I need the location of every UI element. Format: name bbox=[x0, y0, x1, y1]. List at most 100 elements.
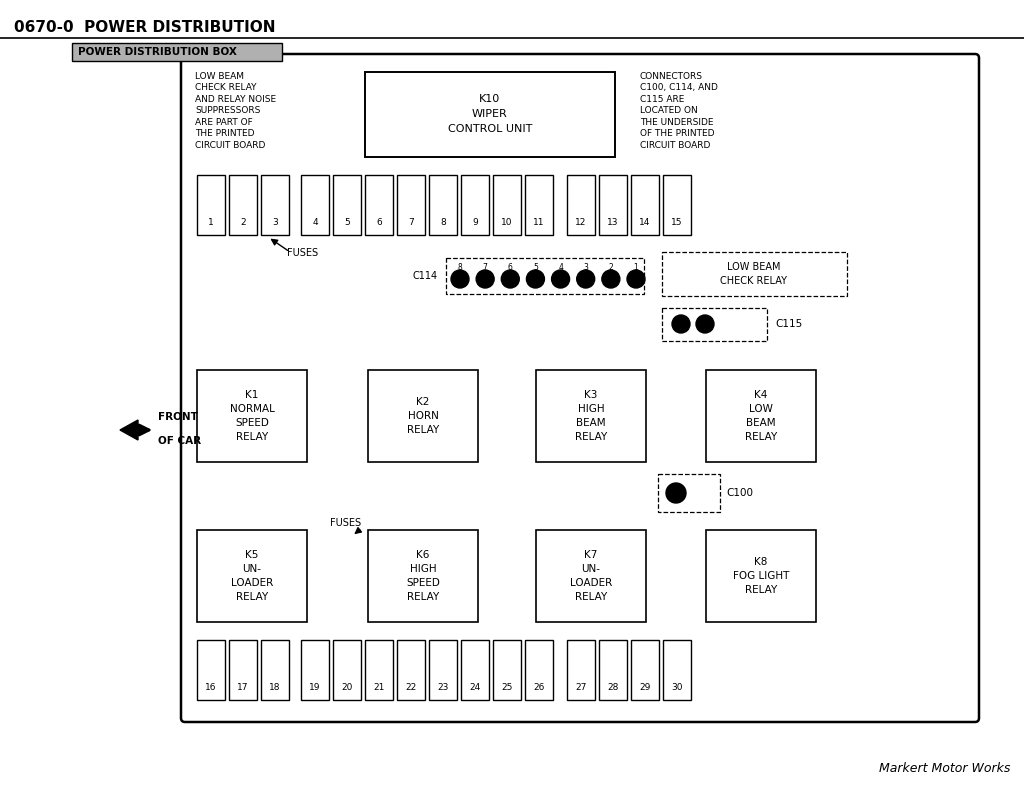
Text: 7: 7 bbox=[409, 218, 414, 227]
Text: 2: 2 bbox=[608, 263, 613, 272]
Circle shape bbox=[476, 270, 495, 288]
Text: 16: 16 bbox=[205, 683, 217, 692]
Bar bbox=[631, 175, 659, 235]
Circle shape bbox=[666, 483, 686, 503]
Bar bbox=[461, 640, 489, 700]
Bar bbox=[261, 640, 289, 700]
Bar bbox=[662, 308, 767, 341]
Text: 23: 23 bbox=[437, 683, 449, 692]
Circle shape bbox=[552, 270, 569, 288]
Bar bbox=[493, 175, 521, 235]
Bar bbox=[197, 640, 225, 700]
Text: K1
NORMAL
SPEED
RELAY: K1 NORMAL SPEED RELAY bbox=[229, 390, 274, 442]
Bar bbox=[333, 640, 361, 700]
Text: K3
HIGH
BEAM
RELAY: K3 HIGH BEAM RELAY bbox=[574, 390, 607, 442]
Text: 24: 24 bbox=[469, 683, 480, 692]
Bar bbox=[663, 640, 691, 700]
Bar bbox=[197, 175, 225, 235]
Text: 8: 8 bbox=[440, 218, 445, 227]
Text: 15: 15 bbox=[672, 218, 683, 227]
Text: K10
WIPER
CONTROL UNIT: K10 WIPER CONTROL UNIT bbox=[447, 94, 532, 133]
Bar bbox=[72, 43, 282, 61]
Text: 6: 6 bbox=[508, 263, 513, 272]
Bar bbox=[301, 175, 329, 235]
Bar bbox=[631, 640, 659, 700]
Text: 1: 1 bbox=[208, 218, 214, 227]
Text: 26: 26 bbox=[534, 683, 545, 692]
Bar bbox=[429, 640, 457, 700]
Text: 5: 5 bbox=[532, 263, 538, 272]
Bar bbox=[261, 175, 289, 235]
Bar bbox=[567, 175, 595, 235]
Text: 28: 28 bbox=[607, 683, 618, 692]
Circle shape bbox=[502, 270, 519, 288]
Bar bbox=[197, 370, 307, 462]
Text: 8: 8 bbox=[458, 263, 463, 272]
Polygon shape bbox=[120, 420, 138, 440]
Text: 11: 11 bbox=[534, 218, 545, 227]
Bar bbox=[493, 640, 521, 700]
Circle shape bbox=[602, 270, 620, 288]
Bar bbox=[368, 370, 478, 462]
Bar bbox=[567, 640, 595, 700]
Text: 4: 4 bbox=[558, 263, 563, 272]
FancyBboxPatch shape bbox=[181, 54, 979, 722]
Bar bbox=[429, 175, 457, 235]
Circle shape bbox=[696, 315, 714, 333]
Text: 30: 30 bbox=[672, 683, 683, 692]
Text: 1: 1 bbox=[634, 263, 638, 272]
Bar bbox=[599, 175, 627, 235]
Bar bbox=[229, 175, 257, 235]
Text: LOW BEAM
CHECK RELAY
AND RELAY NOISE
SUPPRESSORS
ARE PART OF
THE PRINTED
CIRCUIT: LOW BEAM CHECK RELAY AND RELAY NOISE SUP… bbox=[195, 72, 276, 149]
Circle shape bbox=[577, 270, 595, 288]
Text: 29: 29 bbox=[639, 683, 650, 692]
Bar bbox=[536, 370, 646, 462]
Text: 27: 27 bbox=[575, 683, 587, 692]
Text: 9: 9 bbox=[472, 218, 478, 227]
Bar bbox=[365, 72, 615, 157]
Bar bbox=[197, 530, 307, 622]
Text: 18: 18 bbox=[269, 683, 281, 692]
Bar bbox=[368, 530, 478, 622]
Text: K4
LOW
BEAM
RELAY: K4 LOW BEAM RELAY bbox=[744, 390, 777, 442]
Text: Markert Motor Works: Markert Motor Works bbox=[879, 762, 1010, 775]
Bar bbox=[536, 530, 646, 622]
Text: FUSES: FUSES bbox=[330, 518, 361, 528]
Text: 17: 17 bbox=[238, 683, 249, 692]
Bar bbox=[397, 640, 425, 700]
Bar bbox=[706, 530, 816, 622]
Text: 0670-0  POWER DISTRIBUTION: 0670-0 POWER DISTRIBUTION bbox=[14, 20, 275, 35]
Bar bbox=[706, 370, 816, 462]
Text: 3: 3 bbox=[584, 263, 588, 272]
Text: 21: 21 bbox=[374, 683, 385, 692]
Text: 7: 7 bbox=[482, 263, 487, 272]
Bar bbox=[229, 640, 257, 700]
Bar bbox=[525, 640, 553, 700]
Text: FUSES: FUSES bbox=[287, 248, 318, 258]
Text: 14: 14 bbox=[639, 218, 650, 227]
Bar bbox=[301, 640, 329, 700]
Text: CONNECTORS
C100, C114, AND
C115 ARE
LOCATED ON
THE UNDERSIDE
OF THE PRINTED
CIRC: CONNECTORS C100, C114, AND C115 ARE LOCA… bbox=[640, 72, 718, 149]
Circle shape bbox=[672, 315, 690, 333]
Text: LOW BEAM
CHECK RELAY: LOW BEAM CHECK RELAY bbox=[721, 262, 787, 285]
Text: K5
UN-
LOADER
RELAY: K5 UN- LOADER RELAY bbox=[230, 550, 273, 602]
Bar bbox=[461, 175, 489, 235]
Text: 12: 12 bbox=[575, 218, 587, 227]
Text: C114: C114 bbox=[413, 271, 438, 281]
Text: 20: 20 bbox=[341, 683, 352, 692]
Text: K2
HORN
RELAY: K2 HORN RELAY bbox=[407, 397, 439, 435]
Text: 5: 5 bbox=[344, 218, 350, 227]
Bar bbox=[365, 175, 393, 235]
Text: 3: 3 bbox=[272, 218, 278, 227]
Bar bbox=[525, 175, 553, 235]
Bar bbox=[663, 175, 691, 235]
Text: C115: C115 bbox=[775, 319, 802, 329]
Text: C100: C100 bbox=[726, 488, 753, 498]
Text: K6
HIGH
SPEED
RELAY: K6 HIGH SPEED RELAY bbox=[407, 550, 440, 602]
Bar bbox=[658, 474, 720, 512]
Text: 6: 6 bbox=[376, 218, 382, 227]
Text: 2: 2 bbox=[241, 218, 246, 227]
Text: 13: 13 bbox=[607, 218, 618, 227]
Text: 22: 22 bbox=[406, 683, 417, 692]
Bar bbox=[662, 252, 847, 296]
